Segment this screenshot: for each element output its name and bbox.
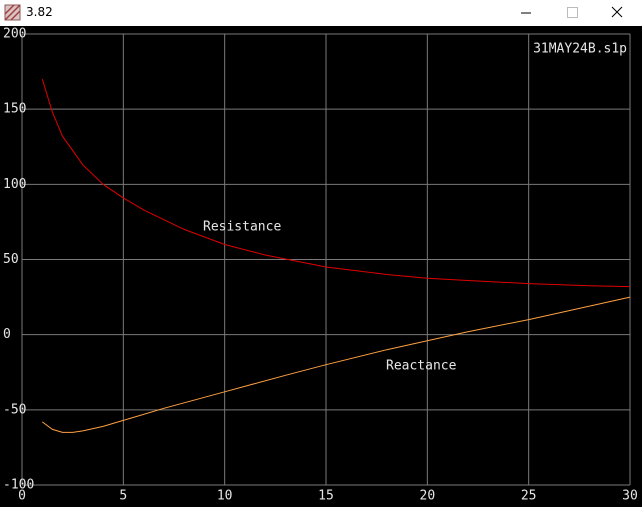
x-tick-label: 0 (18, 489, 26, 504)
y-tick-label: -100 (3, 478, 34, 493)
maximize-button[interactable] (567, 7, 578, 18)
series-line (42, 296, 631, 433)
x-tick-label: 20 (420, 489, 436, 504)
x-tick-label: 25 (521, 489, 537, 504)
app-icon (4, 4, 21, 21)
x-tick-label: 5 (119, 489, 127, 504)
y-tick-label: 100 (3, 177, 26, 192)
window-title: 3.82 (26, 5, 53, 19)
y-tick-label: 200 (3, 27, 26, 42)
file-name: 31MAY24B.s1p (533, 42, 627, 57)
y-tick-label: 0 (3, 327, 11, 342)
close-button[interactable] (611, 6, 623, 18)
x-tick-label: 15 (318, 489, 334, 504)
x-tick-label: 30 (622, 489, 638, 504)
series-annotation: Resistance (203, 220, 281, 235)
chart: 31MAY24B.s1p 0 5 10 15 20 25 30 -100 -50 0 50 100 15… (0, 26, 642, 507)
series-line (41, 78, 631, 288)
y-tick-label: 50 (3, 252, 19, 267)
title-bar-icons (4, 4, 623, 21)
title-bar: 3.82 (0, 0, 642, 26)
x-tick-label: 10 (217, 489, 233, 504)
y-tick-label: -50 (3, 402, 26, 417)
y-tick-label: 150 (3, 102, 26, 117)
series-annotation: Reactance (386, 359, 457, 374)
